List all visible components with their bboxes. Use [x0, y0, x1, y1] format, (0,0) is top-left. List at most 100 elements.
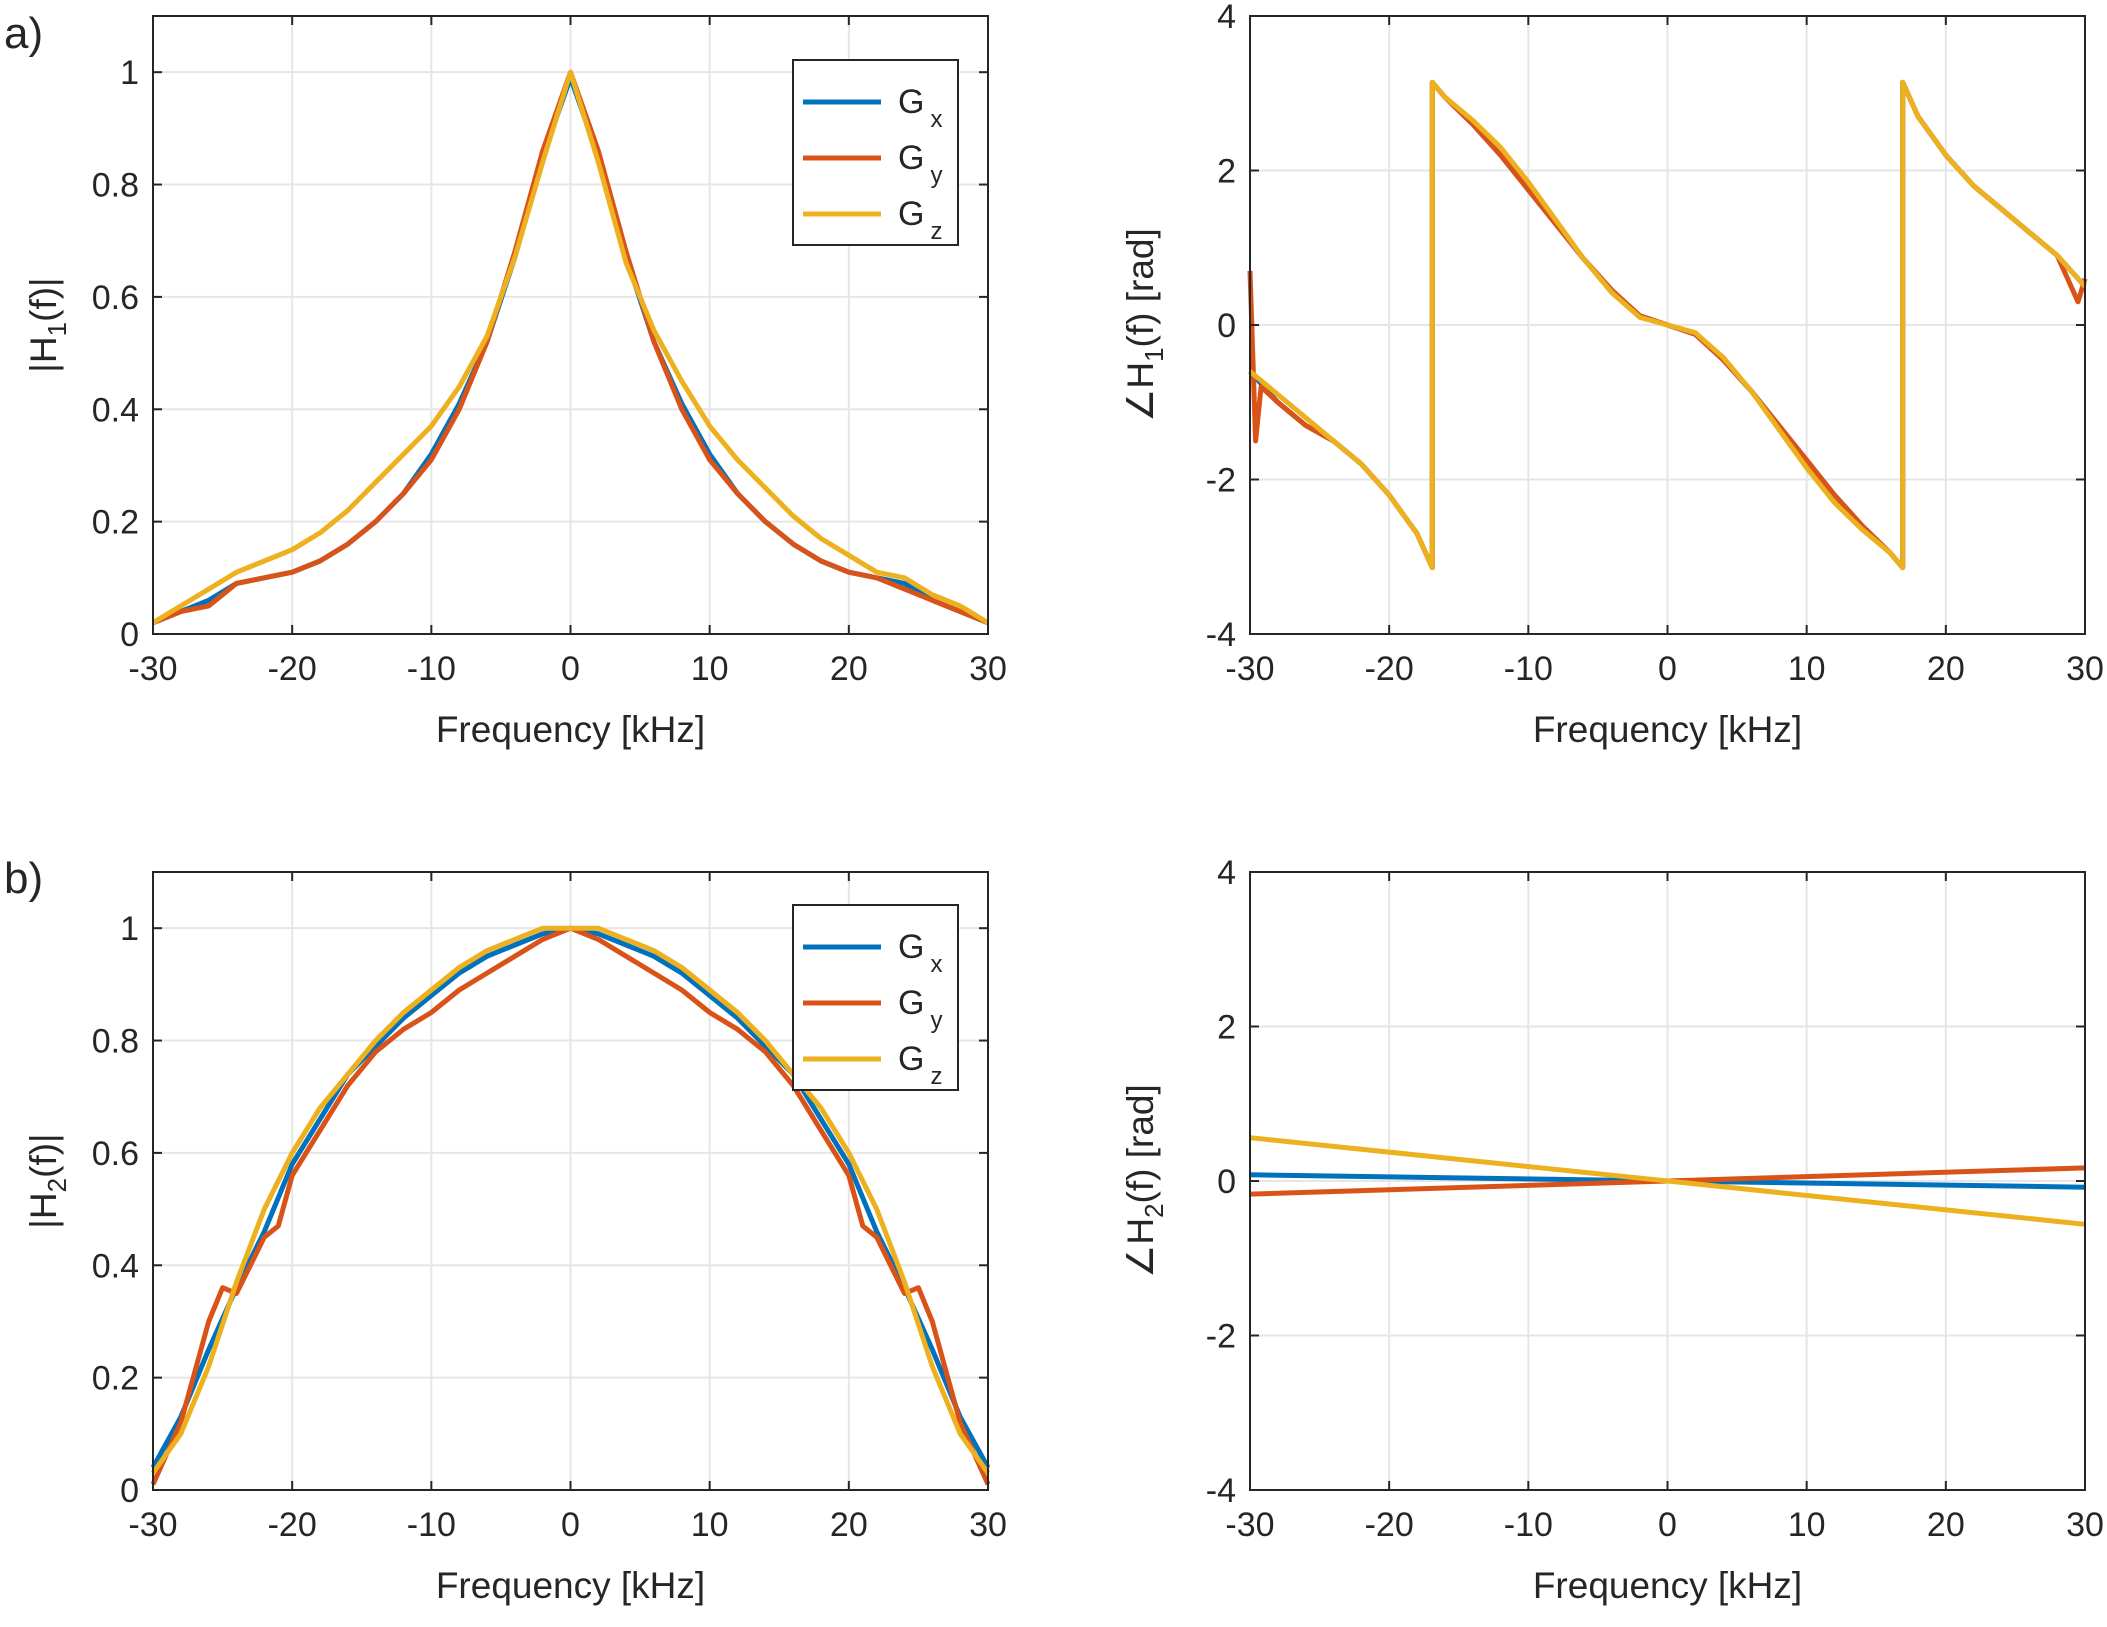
y-axis-label: ∠H2(f) [rad]: [1120, 1084, 1169, 1278]
x-tick-label: -30: [1225, 650, 1274, 688]
x-tick-label: -20: [1365, 650, 1414, 688]
x-axis-label: Frequency [kHz]: [436, 1565, 705, 1606]
x-axis-label: Frequency [kHz]: [1533, 709, 1802, 750]
y-tick-label: 2: [1217, 1009, 1236, 1047]
y-tick-label: 0.2: [92, 1360, 139, 1398]
y-tick-label: 2: [1217, 153, 1236, 191]
y-axis-label-tail: (f)|: [23, 277, 64, 322]
x-tick-label: 20: [1927, 1506, 1965, 1544]
y-tick-label: 0.6: [92, 1135, 139, 1173]
y-tick-label: 0.8: [92, 167, 139, 205]
y-tick-label: 4: [1217, 854, 1236, 892]
y-tick-label: 1: [120, 910, 139, 948]
x-tick-label: 30: [969, 1506, 1007, 1544]
y-tick-label: -4: [1206, 1472, 1236, 1510]
legend-label-main: G: [898, 928, 924, 966]
x-tick-label: -20: [1365, 1506, 1414, 1544]
x-tick-label: -20: [268, 650, 317, 688]
x-tick-label: 10: [691, 650, 729, 688]
x-tick-label: 0: [561, 650, 580, 688]
legend-label-sub: y: [930, 1007, 942, 1034]
x-tick-label: 20: [830, 1506, 868, 1544]
x-tick-label: -10: [407, 1506, 456, 1544]
series-gz-line: [1248, 79, 2087, 571]
y-tick-label: 0.4: [92, 1247, 139, 1285]
y-axis-label-sub: 1: [1139, 347, 1169, 361]
y-tick-label: 0: [1217, 307, 1236, 345]
x-tick-label: 10: [691, 1506, 729, 1544]
y-tick-label: 0.8: [92, 1023, 139, 1061]
y-axis-label-main: |H: [23, 336, 64, 372]
y-tick-label: -2: [1206, 462, 1236, 500]
y-tick-label: 0: [1217, 1163, 1236, 1201]
y-axis-label-sub: 2: [1139, 1203, 1169, 1217]
y-tick-label: 0: [120, 1472, 139, 1510]
legend-label-main: G: [898, 1040, 924, 1078]
axes-container: -30 -20 -10 0 10 20 3000.20.40.60.81Frequency …: [23, 0, 2104, 1606]
legend-label-sub: x: [930, 951, 942, 978]
legend-label-main: G: [898, 195, 924, 233]
y-axis-label-tail: (f) [rad]: [1120, 228, 1161, 347]
x-tick-label: -30: [128, 650, 177, 688]
y-tick-label: -4: [1206, 616, 1236, 654]
x-tick-label: -30: [1225, 1506, 1274, 1544]
legend-label-sub: z: [930, 1063, 942, 1090]
x-tick-label: 30: [2066, 650, 2104, 688]
y-axis-label: |H2(f)|: [23, 1133, 72, 1228]
x-tick-label: 30: [2066, 1506, 2104, 1544]
y-axis-label-tail: (f) [rad]: [1120, 1084, 1161, 1203]
y-tick-label: 0.4: [92, 391, 139, 429]
y-tick-label: 0.6: [92, 279, 139, 317]
legend-label-sub: x: [930, 106, 942, 133]
y-axis-label-sub: 1: [42, 322, 72, 336]
x-axis-label: Frequency [kHz]: [1533, 1565, 1802, 1606]
x-tick-label: 0: [1658, 650, 1677, 688]
legend-label-main: G: [898, 984, 924, 1022]
x-tick-label: -10: [1504, 650, 1553, 688]
y-tick-label: 1: [120, 54, 139, 92]
x-tick-label: -10: [1504, 1506, 1553, 1544]
x-tick-label: -10: [407, 650, 456, 688]
y-axis-label-main: ∠H: [1120, 362, 1161, 422]
series-gz-line: [150, 925, 991, 1475]
y-tick-label: 0: [120, 616, 139, 654]
legend-label-sub: z: [930, 218, 942, 245]
y-tick-label: -2: [1206, 1318, 1236, 1356]
x-axis-label: Frequency [kHz]: [436, 709, 705, 750]
x-tick-label: 0: [561, 1506, 580, 1544]
y-axis-label: |H1(f)|: [23, 277, 72, 372]
legend-label-main: G: [898, 83, 924, 121]
y-tick-label: 0.2: [92, 504, 139, 542]
axes-b: -30 -20 -10 0 10 20 30 0 0.2 0.4 0.6 0.8 1 Frequency …: [23, 871, 1007, 1606]
x-tick-label: 0: [1658, 1506, 1677, 1544]
y-axis-label-tail: (f)|: [23, 1133, 64, 1178]
legend-label-main: G: [898, 139, 924, 177]
x-tick-label: 10: [1788, 650, 1826, 688]
panel-label-b: b): [4, 854, 43, 903]
series-gz-line: [1249, 1135, 2086, 1227]
x-tick-label: -30: [128, 1506, 177, 1544]
panel-label-a: a): [4, 9, 43, 58]
x-tick-label: -20: [268, 1506, 317, 1544]
y-axis-label-sub: 2: [42, 1178, 72, 1192]
x-tick-label: 20: [1927, 650, 1965, 688]
axes-a: -30 -20 -10 0 10 20 30 0 0.2 0.4 0.6 0.8 1 Frequency …: [23, 15, 1007, 750]
x-tick-label: 20: [830, 650, 868, 688]
y-axis-label-main: |H: [23, 1192, 64, 1228]
y-axis-label: ∠H1(f) [rad]: [1120, 228, 1169, 422]
y-tick-label: 4: [1217, 0, 1236, 36]
series-gz-line: [151, 69, 990, 625]
x-tick-label: 10: [1788, 1506, 1826, 1544]
x-tick-label: 30: [969, 650, 1007, 688]
